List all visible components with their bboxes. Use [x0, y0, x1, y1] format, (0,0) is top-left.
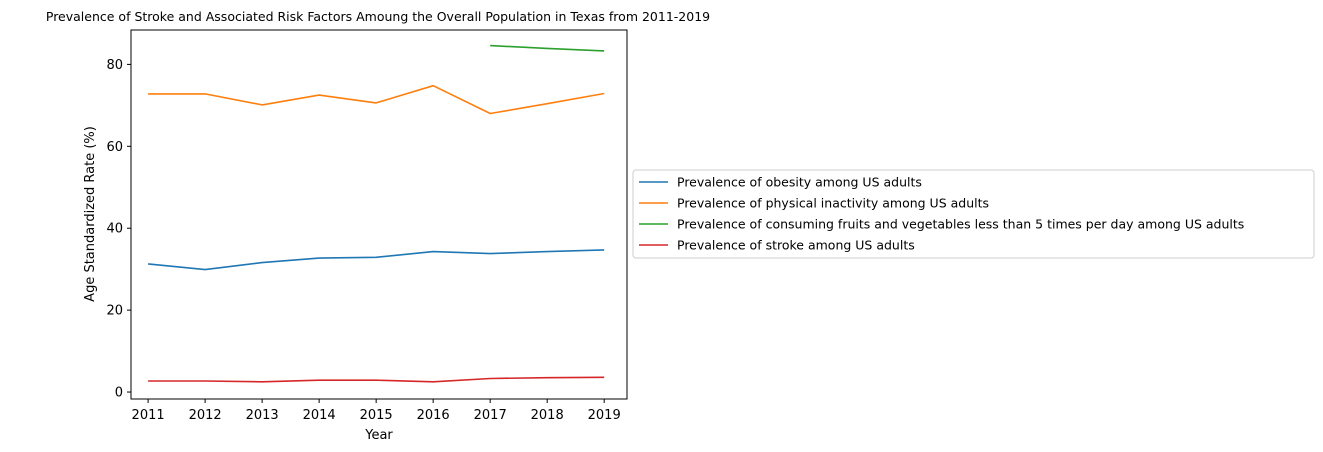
x-axis-label: Year [364, 428, 393, 443]
series-line [490, 44, 605, 52]
y-tick-label: 80 [106, 58, 123, 73]
series-4 [148, 376, 605, 383]
series-line [148, 376, 605, 383]
series-3 [490, 44, 605, 52]
series-line [148, 249, 605, 271]
y-tick-label: 60 [106, 140, 123, 155]
series-2 [148, 84, 605, 115]
legend-frame [632, 169, 1315, 259]
x-tick-label: 2016 [417, 408, 450, 423]
series-1 [148, 249, 605, 271]
y-axis-label: Age Standardized Rate (%) [83, 126, 98, 302]
y-tick-label: 20 [106, 304, 123, 319]
x-tick-label: 2018 [531, 408, 564, 423]
y-tick-label: 0 [115, 386, 123, 401]
legend-entry-label: Prevalence of physical inactivity among … [677, 196, 989, 211]
x-tick-label: 2014 [303, 408, 336, 423]
x-axis: 2011 2012 2013 2014 2015 2016 2017 2018 2019 [132, 399, 621, 423]
y-axis: 0 20 40 60 80 [106, 58, 131, 401]
legend: Prevalence of obesity among US adults Pre… [632, 169, 1315, 259]
x-tick-label: 2017 [474, 408, 507, 423]
x-tick-label: 2015 [360, 408, 393, 423]
axes-frame [130, 29, 628, 400]
legend-entry-label: Prevalence of obesity among US adults [677, 175, 922, 190]
series-line [148, 84, 605, 115]
y-tick-label: 40 [106, 222, 123, 237]
chart-title: Prevalence of Stroke and Associated Risk… [46, 9, 710, 24]
x-tick-label: 2012 [189, 408, 222, 423]
plot-area [148, 44, 605, 383]
x-tick-label: 2011 [132, 408, 165, 423]
x-tick-label: 2013 [246, 408, 279, 423]
x-tick-label: 2019 [588, 408, 621, 423]
legend-entry-label: Prevalence of stroke among US adults [677, 238, 915, 253]
legend-entry-label: Prevalence of consuming fruits and veget… [677, 217, 1244, 232]
